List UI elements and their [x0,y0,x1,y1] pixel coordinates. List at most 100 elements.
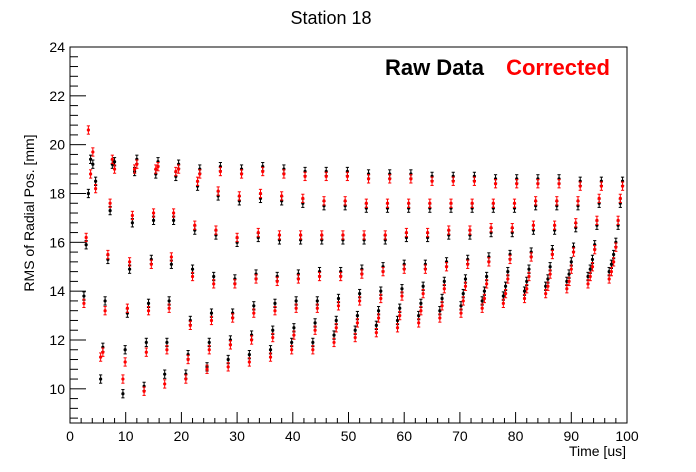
point-marker [207,340,211,345]
point-marker [487,260,491,264]
point-marker [252,304,256,308]
point-marker [256,230,260,235]
point-marker [531,223,536,227]
data-point [339,271,343,282]
data-point [103,306,107,316]
point-marker [146,301,151,305]
data-point [555,196,559,206]
point-marker [184,377,188,381]
point-marker [212,274,216,279]
point-marker [130,221,134,225]
point-marker [290,340,294,345]
data-point [522,293,527,304]
x-tick-label: 30 [229,428,245,444]
x-tick-label: 60 [396,428,412,444]
point-marker [226,357,230,362]
point-marker [341,233,345,237]
data-point [620,181,625,191]
data-point [125,303,129,313]
point-marker [127,267,132,271]
point-marker [480,306,484,310]
point-marker [440,296,444,301]
data-point [503,288,508,299]
point-marker [135,162,139,166]
point-marker [334,318,338,323]
point-marker [374,323,378,327]
data-point [239,169,244,179]
data-point [247,357,251,367]
data-point [345,171,349,182]
data-point [531,220,536,230]
point-marker [277,233,282,237]
point-marker [374,331,378,335]
point-marker [205,367,209,371]
point-marker [273,309,277,313]
data-point [379,293,383,304]
point-marker [503,284,508,288]
data-point [449,198,453,208]
data-point [544,288,548,299]
data-point [144,347,148,357]
data-point [578,181,582,191]
data-point [595,215,599,226]
data-point [121,389,125,399]
point-marker [376,316,381,320]
data-point [489,223,493,233]
point-marker [544,284,548,288]
data-point [218,166,222,177]
point-marker [193,223,197,227]
point-marker [294,306,298,310]
data-point [149,259,153,269]
y-axis-ticks: 10 12 14 16 18 20 22 24 [49,39,86,419]
point-marker [383,233,387,237]
point-marker [186,357,190,362]
point-marker [322,199,326,203]
data-point [470,198,474,208]
point-marker [438,316,442,320]
point-marker [525,287,529,291]
x-tick-label: 50 [341,428,357,444]
point-marker [334,326,338,330]
point-marker [268,355,273,359]
data-point [385,198,390,208]
legend-entry-corrected: Corrected [506,55,610,80]
data-point [188,320,192,330]
point-marker [376,309,381,313]
point-marker [112,160,117,164]
point-marker [588,267,592,271]
data-point [438,313,442,323]
point-marker [216,189,220,193]
point-marker [280,194,284,198]
point-marker [544,291,548,296]
data-point [425,227,430,238]
point-marker [165,340,169,345]
data-point [313,325,317,335]
data-point [214,225,218,235]
point-marker [177,167,181,171]
data-point [376,313,381,323]
point-marker [247,360,251,364]
point-marker [146,309,151,313]
data-point [280,191,284,201]
y-tick-label: 12 [49,332,65,348]
point-marker [379,289,383,293]
data-point [336,301,341,311]
data-point [226,362,230,372]
data-point [110,154,114,164]
data-point [169,252,173,262]
point-marker [218,169,222,174]
point-marker [609,270,614,274]
y-axis-label: RMS of Radial Pos. [mm] [21,134,37,291]
point-marker [586,282,590,286]
point-marker [616,218,620,222]
point-marker [442,279,446,283]
data-point [112,164,117,174]
point-marker [336,304,341,308]
data-point [135,159,139,169]
data-point [548,269,552,279]
data-point [417,318,421,328]
point-marker [512,201,517,205]
data-point [491,198,495,208]
data-point [167,303,171,313]
